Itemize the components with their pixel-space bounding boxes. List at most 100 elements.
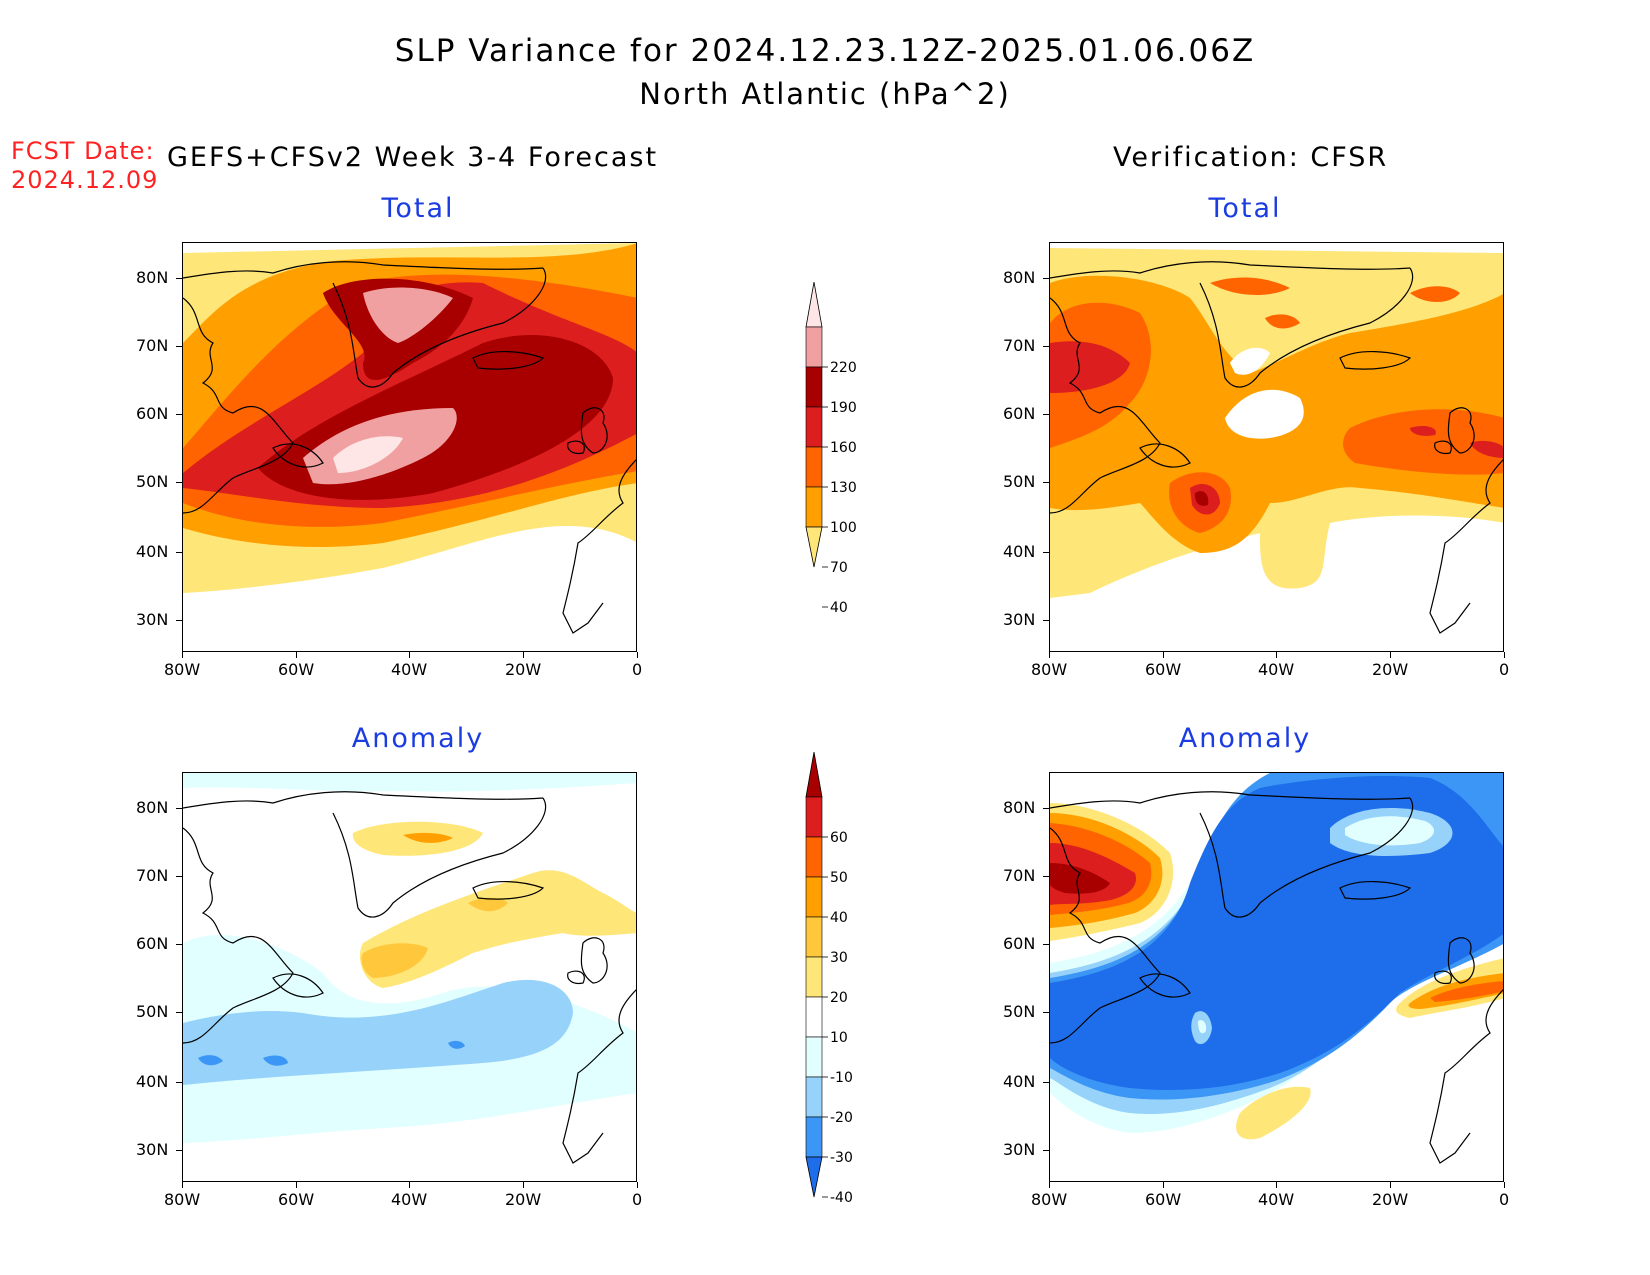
lat-tick-label: 70N <box>136 866 169 885</box>
total-colorbar-top-triangle <box>805 282 823 328</box>
lon-tick-mark <box>1390 652 1391 658</box>
lat-tick-label: 50N <box>136 1002 169 1021</box>
lat-tick-label: 50N <box>1003 472 1036 491</box>
total-colorbar-swatch <box>805 366 823 408</box>
lat-tick-label: 80N <box>136 798 169 817</box>
anomaly-colorbar-swatch <box>805 1076 823 1118</box>
lat-tick-label: 60N <box>136 934 169 953</box>
forecast-total-title: Total <box>381 193 455 224</box>
lon-tick-mark <box>1049 652 1050 658</box>
total-colorbar-level-label: 70 <box>830 560 848 576</box>
total-colorbar: 220 190 160 130 100 70 40 <box>796 282 886 612</box>
lon-tick-mark <box>296 652 297 658</box>
lat-tick-label: 50N <box>1003 1002 1036 1021</box>
anomaly-colorbar-level-label: -20 <box>830 1110 853 1126</box>
anomaly-colorbar-top-triangle <box>805 752 823 798</box>
lat-tick-mark <box>1043 482 1049 483</box>
lat-tick-mark <box>176 278 182 279</box>
lon-tick-mark <box>523 652 524 658</box>
lat-tick-label: 30N <box>136 1140 169 1159</box>
lat-tick-mark <box>1043 1150 1049 1151</box>
lon-tick-mark <box>1390 1182 1391 1188</box>
lat-tick-label: 60N <box>136 404 169 423</box>
anomaly-colorbar-swatch <box>805 916 823 958</box>
lat-tick-mark <box>1043 1012 1049 1013</box>
anomaly-colorbar-level-label: -10 <box>830 1070 853 1086</box>
anomaly-colorbar-swatch <box>805 836 823 878</box>
lat-tick-mark <box>176 1082 182 1083</box>
lat-tick-label: 40N <box>136 1072 169 1091</box>
lon-tick-mark <box>1504 652 1505 658</box>
anomaly-colorbar-bottom-triangle <box>805 1156 823 1198</box>
anomaly-colorbar-level-label: 60 <box>830 830 848 846</box>
lon-tick-label: 20W <box>505 1190 542 1209</box>
lat-tick-mark <box>1043 876 1049 877</box>
lon-tick-label: 0 <box>1499 660 1510 679</box>
total-colorbar-level-label: 160 <box>830 440 857 456</box>
forecast-total-map <box>182 242 637 652</box>
lat-tick-label: 40N <box>1003 542 1036 561</box>
lat-tick-label: 60N <box>1003 934 1036 953</box>
anomaly-colorbar-swatch <box>805 1116 823 1158</box>
lon-tick-mark <box>182 1182 183 1188</box>
lon-tick-mark <box>1163 652 1164 658</box>
lat-tick-label: 30N <box>136 610 169 629</box>
lon-tick-label: 20W <box>505 660 542 679</box>
anomaly-colorbar-level-label: 30 <box>830 950 848 966</box>
total-colorbar-swatch <box>805 326 823 368</box>
lon-tick-mark <box>296 1182 297 1188</box>
anomaly-colorbar-level-label: 40 <box>830 910 848 926</box>
lat-tick-label: 70N <box>1003 866 1036 885</box>
lon-tick-mark <box>1504 1182 1505 1188</box>
lat-tick-label: 50N <box>136 472 169 491</box>
total-colorbar-level-label: 40 <box>830 600 848 612</box>
anomaly-colorbar-swatch <box>805 1036 823 1078</box>
main-subtitle: North Atlantic (hPa^2) <box>639 77 1011 111</box>
total-colorbar-swatch <box>805 406 823 448</box>
total-colorbar-level-label: 220 <box>830 360 857 376</box>
lat-tick-mark <box>1043 346 1049 347</box>
lat-tick-mark <box>1043 414 1049 415</box>
lon-tick-label: 60W <box>278 1190 315 1209</box>
lon-tick-label: 60W <box>1145 1190 1182 1209</box>
forecast-date-label: FCST Date: <box>11 137 155 165</box>
lon-tick-label: 80W <box>1031 1190 1068 1209</box>
total-colorbar-bottom-triangle <box>805 526 823 568</box>
lon-tick-label: 60W <box>1145 660 1182 679</box>
total-colorbar-level-label: 130 <box>830 480 857 496</box>
lon-tick-label: 0 <box>632 1190 643 1209</box>
verification-anomaly-map <box>1049 772 1504 1182</box>
lat-tick-label: 80N <box>1003 268 1036 287</box>
lat-tick-mark <box>1043 808 1049 809</box>
lat-tick-mark <box>176 346 182 347</box>
lon-tick-label: 40W <box>391 1190 428 1209</box>
forecast-date-value: 2024.12.09 <box>11 166 159 194</box>
lat-tick-label: 30N <box>1003 1140 1036 1159</box>
anomaly-colorbar: 60 50 40 30 20 10 -10 -20 -30 -40 <box>796 752 886 1212</box>
lat-tick-mark <box>1043 944 1049 945</box>
lon-tick-label: 0 <box>632 660 643 679</box>
lat-tick-label: 40N <box>136 542 169 561</box>
lat-tick-mark <box>176 808 182 809</box>
anomaly-colorbar-level-label: -40 <box>830 1190 853 1206</box>
forecast-date: FCST Date: 2024.12.09 <box>11 137 158 195</box>
anomaly-colorbar-level-label: 50 <box>830 870 848 886</box>
total-colorbar-level-label: 100 <box>830 520 857 536</box>
lat-tick-mark <box>176 1012 182 1013</box>
lat-tick-mark <box>1043 1082 1049 1083</box>
lon-tick-mark <box>1276 652 1277 658</box>
lat-tick-mark <box>176 1150 182 1151</box>
verification-anomaly-title: Anomaly <box>1178 723 1312 754</box>
lon-tick-label: 40W <box>391 660 428 679</box>
lat-tick-mark <box>1043 620 1049 621</box>
lon-tick-mark <box>409 652 410 658</box>
lon-tick-label: 40W <box>1258 660 1295 679</box>
anomaly-colorbar-swatch <box>805 996 823 1038</box>
lon-tick-mark <box>637 1182 638 1188</box>
lon-tick-mark <box>637 652 638 658</box>
anomaly-colorbar-level-label: 20 <box>830 990 848 1006</box>
lat-tick-label: 80N <box>1003 798 1036 817</box>
lon-tick-mark <box>409 1182 410 1188</box>
anomaly-colorbar-swatch <box>805 956 823 998</box>
lat-tick-mark <box>176 414 182 415</box>
